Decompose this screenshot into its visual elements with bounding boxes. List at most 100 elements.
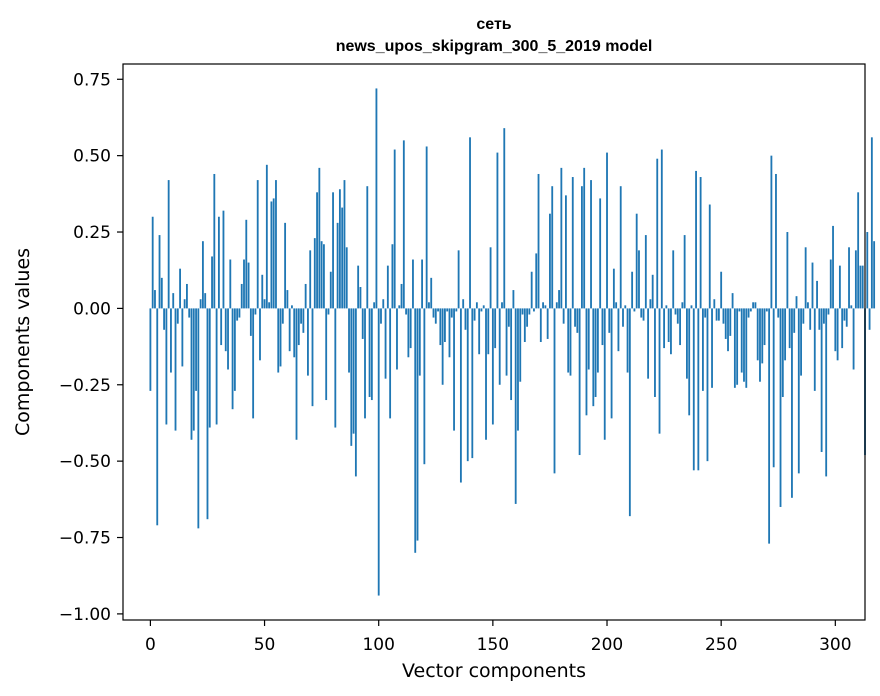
bar-191	[585, 308, 588, 416]
bar-152	[496, 152, 499, 309]
bar-98	[373, 302, 376, 309]
bar-199	[603, 308, 606, 440]
bar-167	[530, 271, 533, 309]
bar-82	[336, 222, 339, 309]
bar-97	[370, 308, 373, 401]
bar-160	[514, 308, 517, 504]
bar-164	[523, 308, 526, 342]
bar-214	[638, 250, 640, 309]
x-tick-label: 100	[362, 635, 394, 655]
bar-245	[708, 204, 711, 309]
bar-39	[238, 308, 241, 318]
bar-12	[176, 308, 179, 324]
bar-17	[188, 308, 191, 318]
bar-28	[213, 173, 216, 309]
bar-128	[441, 308, 444, 385]
bar-45	[252, 308, 255, 419]
bar-157	[507, 308, 510, 327]
bar-195	[594, 308, 597, 397]
bar-253	[727, 308, 729, 352]
bar-259	[740, 308, 743, 373]
bar-213	[635, 213, 638, 309]
bar-133	[453, 308, 455, 431]
bar-16	[186, 283, 188, 309]
bar-49	[261, 274, 264, 309]
bar-41	[243, 259, 245, 309]
bar-78	[327, 308, 330, 315]
bar-99	[375, 88, 378, 309]
bar-208	[624, 305, 627, 309]
bar-275	[777, 308, 780, 318]
bar-11	[174, 308, 177, 431]
bar-200	[606, 152, 608, 309]
bar-207	[622, 308, 624, 327]
bar-137	[462, 299, 465, 309]
bar-229	[672, 250, 675, 309]
bar-250	[720, 271, 723, 309]
bar-94	[364, 308, 366, 419]
bar-284	[797, 308, 800, 474]
y-axis-ticks: 0.75 0.50 0.25 0.00 −0.25 −0.50 −0.75 −1.00	[59, 70, 123, 625]
bar-70	[309, 250, 312, 309]
bar-168	[533, 308, 535, 312]
bar-136	[459, 308, 462, 483]
bar-261	[745, 308, 748, 388]
bar-106	[391, 244, 394, 309]
bar-182	[565, 195, 567, 309]
bar-176	[551, 186, 554, 309]
bar-269	[763, 308, 766, 346]
bar-58	[281, 308, 284, 324]
bar-297	[827, 308, 830, 315]
bar-9	[170, 308, 172, 373]
bar-47	[256, 180, 259, 309]
x-tick-label: 250	[705, 635, 737, 655]
bar-7	[165, 308, 168, 425]
bar-50	[263, 299, 266, 309]
bar-271	[768, 308, 771, 544]
bar-192	[587, 308, 590, 370]
bar-231	[676, 308, 679, 324]
bar-308	[852, 308, 855, 370]
y-tick-label: 0.00	[73, 299, 111, 319]
bar-302	[838, 265, 841, 309]
bar-132	[450, 308, 453, 318]
bar-244	[706, 308, 709, 462]
bar-224	[660, 149, 663, 309]
bar-26	[208, 308, 211, 428]
bar-227	[667, 308, 670, 342]
bar-252	[724, 308, 727, 339]
bar-184	[569, 308, 572, 376]
bar-123	[430, 277, 433, 309]
x-tick-label: 150	[477, 635, 509, 655]
x-tick-label: 0	[145, 635, 156, 655]
bar-189	[580, 186, 583, 309]
bar-135	[457, 250, 460, 309]
bar-288	[807, 302, 809, 309]
bar-40	[240, 283, 243, 309]
bar-254	[729, 308, 732, 336]
bar-234	[683, 235, 686, 309]
bar-1	[151, 216, 154, 309]
chart-title: сеть	[476, 16, 511, 33]
bar-298	[829, 259, 832, 309]
bar-37	[233, 308, 236, 391]
bar-61	[288, 308, 291, 352]
bar-104	[386, 265, 389, 309]
bar-23	[201, 241, 204, 309]
bar-36	[231, 308, 234, 410]
bar-153	[498, 308, 501, 385]
bar-30	[217, 216, 220, 309]
bar-242	[701, 308, 704, 391]
bar-85	[343, 180, 346, 309]
bar-223	[658, 308, 661, 434]
bar-202	[610, 308, 613, 419]
bar-186	[574, 308, 576, 327]
bar-240	[697, 308, 700, 471]
x-axis-label: Vector components	[402, 660, 586, 682]
bar-109	[398, 305, 401, 309]
bar-81	[334, 308, 337, 428]
bar-75	[320, 241, 323, 309]
x-tick-label: 200	[591, 635, 623, 655]
y-tick-label: −0.50	[59, 452, 111, 472]
bar-8	[167, 180, 170, 309]
